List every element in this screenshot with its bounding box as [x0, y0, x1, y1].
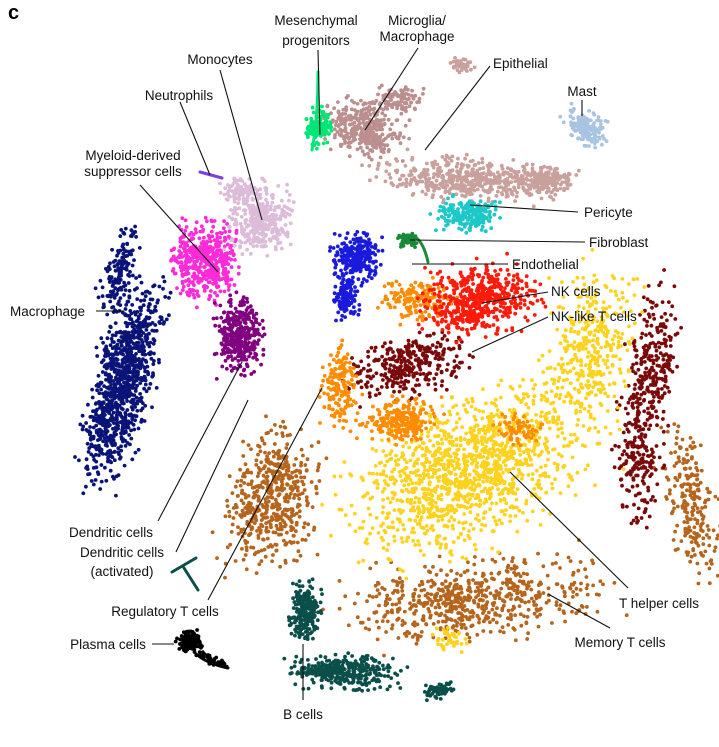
cluster-points-endothelial [328, 230, 384, 288]
cluster-points-thelper [320, 370, 625, 580]
label-mast: Mast [567, 84, 597, 99]
label-endothelial: Endothelial [512, 257, 579, 272]
label-mesenchymal-2: progenitors [282, 33, 350, 48]
panel-letter: c [8, 2, 19, 25]
cluster-points-bcells [282, 651, 409, 693]
label-epithelial: Epithelial [493, 56, 548, 71]
label-nklike: NK-like T cells [551, 309, 637, 324]
cluster-stroke-neutrophils [200, 172, 222, 178]
label-memory: Memory T cells [574, 635, 665, 650]
cluster-points-memory [652, 422, 719, 585]
cluster-points-bcells [287, 577, 324, 641]
cluster-points-plasma [174, 628, 204, 654]
cluster-points-bcells [423, 680, 456, 702]
cluster-points-mesenchymal [304, 105, 333, 151]
leader-fibroblast [410, 240, 585, 242]
label-dendritic-act-2: (activated) [90, 564, 153, 579]
label-bcells: B cells [283, 707, 323, 722]
label-microglia-1: Microglia/ [388, 13, 446, 28]
cluster-points-thelper [431, 626, 469, 654]
label-mdsc-1: Myeloid-derived [85, 148, 180, 163]
leader-dendritic [158, 362, 242, 521]
label-treg: Regulatory T cells [111, 604, 219, 619]
cluster-points-memory [211, 414, 329, 579]
label-macrophage: Macrophage [10, 304, 85, 319]
label-mesenchymal-1: Mesenchymal [274, 13, 357, 28]
label-plasma: Plasma cells [70, 637, 146, 652]
label-fibroblast: Fibroblast [589, 235, 649, 250]
cluster-points-pericyte [428, 193, 502, 235]
cluster-points-microglia [375, 84, 426, 116]
label-mdsc-2: suppressor cells [84, 164, 182, 179]
leader-thelper [510, 472, 628, 588]
cluster-points-epithelial [449, 56, 477, 74]
leader-dendritic-act [176, 400, 248, 552]
cluster-points-treg [318, 339, 364, 434]
leader-memory [548, 594, 610, 628]
leader-microglia [365, 48, 418, 130]
label-thelper: T helper cells [619, 596, 699, 611]
cluster-points-macrophage [94, 225, 142, 317]
cluster-points-mast [558, 102, 609, 150]
cluster-stroke-bcells [172, 558, 198, 590]
cluster-points-epithelial [508, 165, 580, 195]
leader-neutrophils [180, 102, 210, 175]
label-dendritic: Dendritic cells [69, 525, 153, 540]
leader-treg [208, 388, 322, 600]
label-neutrophils: Neutrophils [145, 88, 214, 103]
leader-epithelial [425, 66, 490, 150]
label-pericyte: Pericyte [584, 205, 633, 220]
label-microglia-2: Macrophage [379, 29, 454, 44]
cluster-points-treg [355, 394, 446, 446]
label-dendritic-act-1: Dendritic cells [80, 545, 164, 560]
label-monocytes: Monocytes [187, 52, 253, 67]
label-nk: NK cells [551, 284, 601, 299]
